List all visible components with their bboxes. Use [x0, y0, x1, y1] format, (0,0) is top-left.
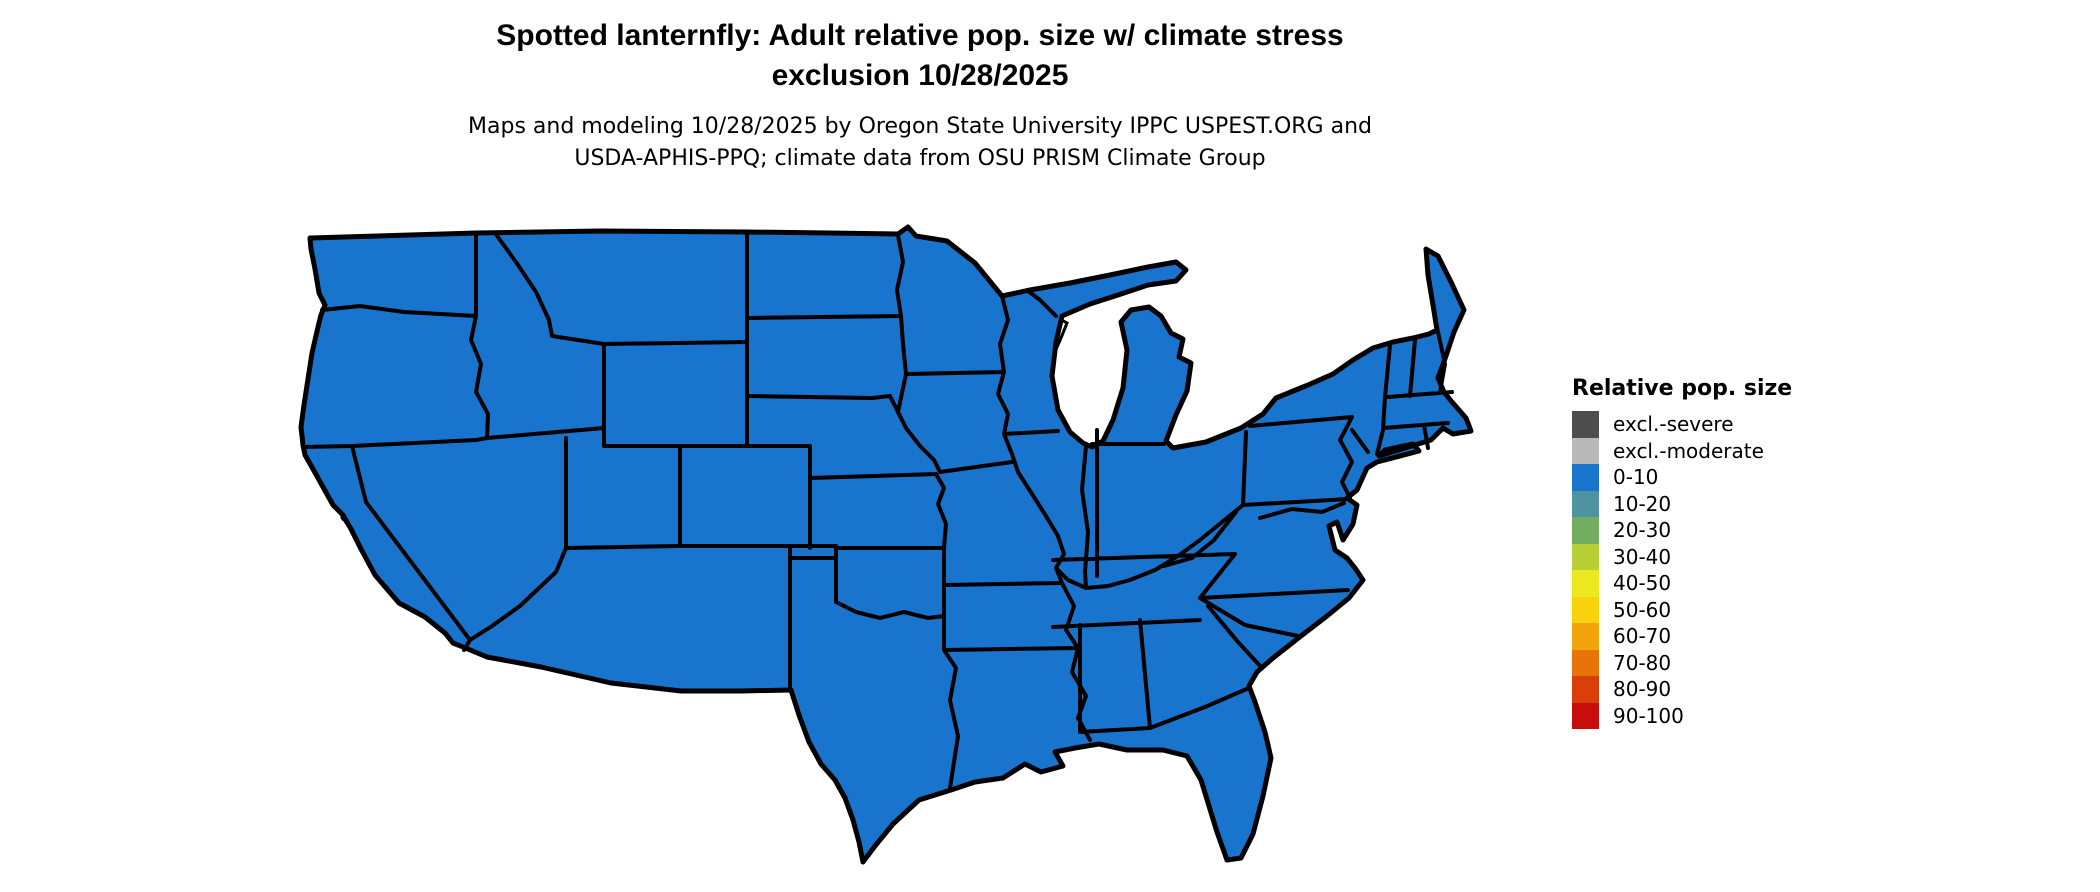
legend-item: excl.-moderate	[1572, 437, 1872, 464]
legend-item: 20-30	[1572, 517, 1872, 544]
legend-swatch	[1572, 543, 1599, 570]
subtitle-line1: Maps and modeling 10/28/2025 by Oregon S…	[468, 114, 1372, 140]
legend-swatch	[1572, 517, 1599, 544]
legend-label: 90-100	[1613, 703, 1684, 728]
legend-swatch	[1572, 649, 1599, 676]
legend-label: 70-80	[1613, 650, 1672, 675]
legend-item: 50-60	[1572, 596, 1872, 623]
legend-item: 30-40	[1572, 543, 1872, 570]
legend-label: 10-20	[1613, 491, 1672, 516]
legend-label: 50-60	[1613, 597, 1672, 622]
legend-swatch	[1572, 490, 1599, 517]
legend-label: 30-40	[1613, 544, 1672, 569]
legend-swatch	[1572, 411, 1599, 438]
legend: Relative pop. size excl.-severe excl.-mo…	[1572, 376, 1872, 729]
legend-swatch	[1572, 596, 1599, 623]
legend-label: 60-70	[1613, 624, 1672, 649]
legend-swatch	[1572, 464, 1599, 491]
legend-rows: excl.-severe excl.-moderate 0-10 10-20 2…	[1572, 411, 1872, 729]
legend-label: excl.-severe	[1613, 412, 1734, 437]
legend-swatch	[1572, 623, 1599, 650]
legend-label: 0-10	[1613, 465, 1659, 490]
subtitle: Maps and modeling 10/28/2025 by Oregon S…	[0, 111, 1840, 175]
page-title-line1: Spotted lanternfly: Adult relative pop. …	[496, 19, 1344, 52]
legend-item: 10-20	[1572, 490, 1872, 517]
legend-swatch	[1572, 570, 1599, 597]
map-container	[296, 200, 1480, 878]
legend-label: 80-90	[1613, 677, 1672, 702]
legend-item: excl.-severe	[1572, 411, 1872, 438]
legend-item: 40-50	[1572, 570, 1872, 597]
subtitle-line2: USDA-APHIS-PPQ; climate data from OSU PR…	[574, 146, 1266, 172]
legend-item: 70-80	[1572, 649, 1872, 676]
legend-label: excl.-moderate	[1613, 438, 1764, 463]
legend-title: Relative pop. size	[1572, 376, 1793, 401]
legend-item: 60-70	[1572, 623, 1872, 650]
state-borders	[301, 231, 1454, 790]
legend-swatch	[1572, 676, 1599, 703]
header: Spotted lanternfly: Adult relative pop. …	[0, 16, 1840, 175]
legend-swatch	[1572, 437, 1599, 464]
legend-label: 20-30	[1613, 518, 1672, 543]
legend-item: 80-90	[1572, 676, 1872, 703]
page-title-line2: exclusion 10/28/2025	[771, 58, 1069, 92]
legend-label: 40-50	[1613, 571, 1672, 596]
legend-item: 90-100	[1572, 702, 1872, 729]
legend-swatch	[1572, 702, 1599, 729]
legend-item: 0-10	[1572, 464, 1872, 491]
us-map	[296, 200, 1480, 878]
